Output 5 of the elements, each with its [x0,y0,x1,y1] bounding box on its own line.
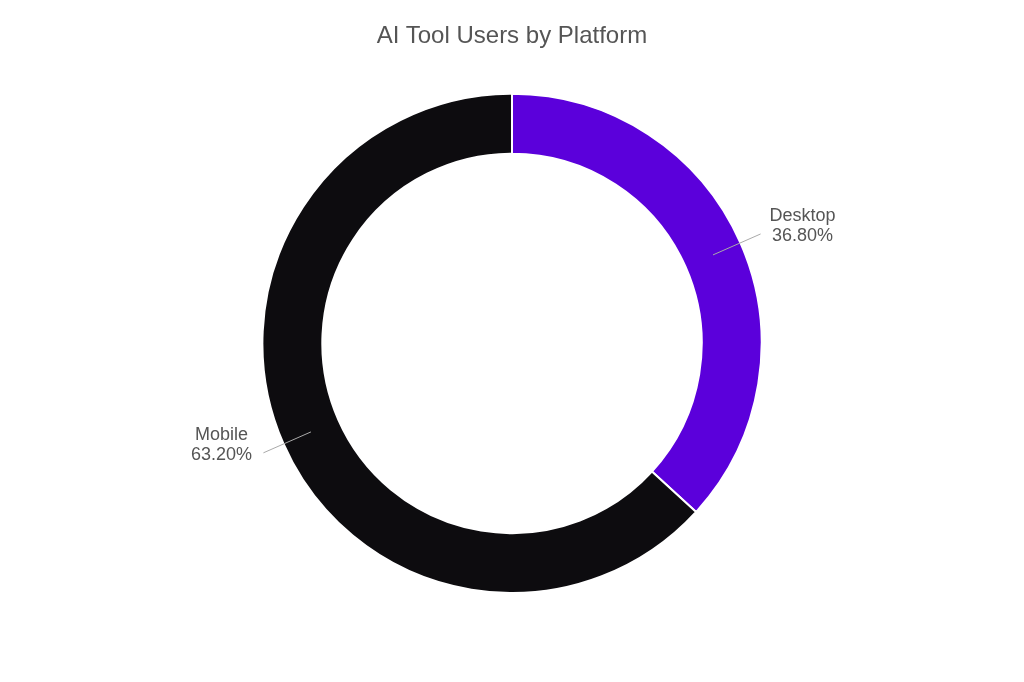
chart-title: AI Tool Users by Platform [376,21,648,49]
data-label: 36.80% [772,224,834,245]
data-label: 63.20% [190,443,252,464]
slice-label: Desktop [769,204,836,225]
slice-label: Mobile [194,423,248,444]
